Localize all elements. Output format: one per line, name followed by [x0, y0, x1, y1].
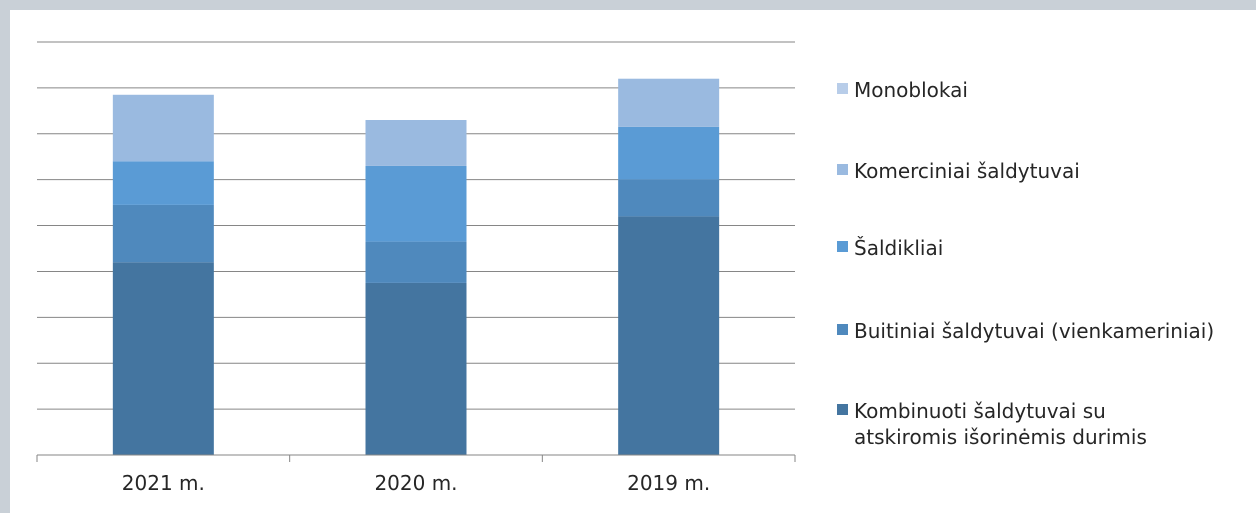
legend-swatch-buitiniai-saldytuvai	[837, 324, 848, 335]
x-tick-labels: 2021 m. 2020 m. 2019 m.	[122, 471, 710, 495]
legend-label-monoblokai: Monoblokai	[854, 78, 968, 102]
bar-segment-4-1	[112, 94, 214, 162]
bar-segment-4-2	[365, 120, 467, 166]
legend-swatch-komerciniai-saldytuvai	[837, 164, 848, 175]
legend: Monoblokai Komerciniai šaldytuvai Šaldik…	[837, 0, 1256, 513]
bar-segment-2-1	[112, 204, 214, 263]
bar-segment-1-3	[618, 216, 720, 455]
bar-segment-1-1	[112, 262, 214, 455]
bar-segment-2-2	[365, 241, 467, 283]
bar-segment-1-2	[365, 282, 467, 455]
bar-segment-3-3	[618, 126, 720, 180]
legend-label-kombinuoti-saldytuvai: Kombinuoti šaldytuvai su atskiromis išor…	[854, 399, 1147, 449]
legend-label-saldikliai: Šaldikliai	[854, 236, 944, 260]
legend-item-buitiniai-saldytuvai: Buitiniai šaldytuvai (vienkameriniai)	[837, 318, 1219, 344]
bar-segment-4-3	[618, 78, 720, 127]
legend-swatch-saldikliai	[837, 241, 848, 252]
legend-swatch-monoblokai	[837, 83, 848, 94]
legend-swatch-kombinuoti-saldytuvai	[837, 404, 848, 415]
x-tick-label: 2021 m.	[122, 471, 205, 495]
bars	[112, 78, 720, 455]
x-axis	[36, 454, 796, 462]
bar-segment-3-1	[112, 161, 214, 205]
x-tick-label: 2020 m.	[374, 471, 457, 495]
legend-label-komerciniai-saldytuvai: Komerciniai šaldytuvai	[854, 159, 1080, 183]
legend-label-buitiniai-saldytuvai: Buitiniai šaldytuvai (vienkameriniai)	[854, 319, 1215, 343]
bar-segment-2-3	[618, 179, 720, 217]
legend-item-saldikliai: Šaldikliai	[837, 235, 1219, 261]
legend-item-kombinuoti-saldytuvai: Kombinuoti šaldytuvai su atskiromis išor…	[837, 398, 1154, 450]
legend-item-komerciniai-saldytuvai: Komerciniai šaldytuvai	[837, 158, 1219, 184]
x-tick-label: 2019 m.	[627, 471, 710, 495]
legend-item-monoblokai: Monoblokai	[837, 77, 1219, 103]
bar-segment-3-2	[365, 165, 467, 242]
